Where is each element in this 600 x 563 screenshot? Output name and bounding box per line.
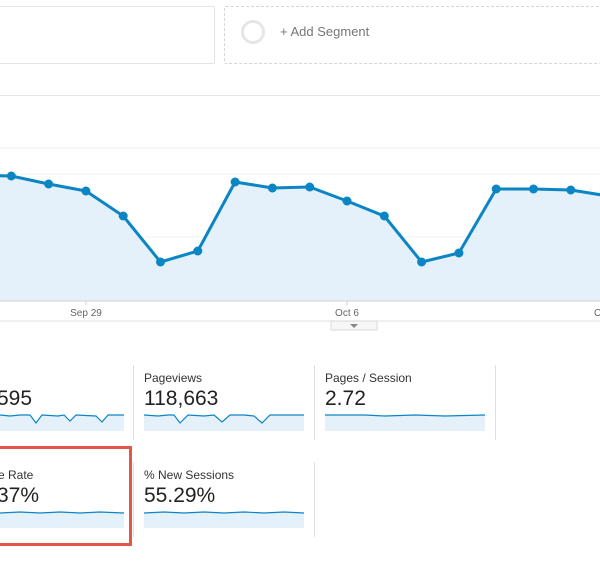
sparkline <box>144 414 304 431</box>
tile-divider <box>314 365 315 440</box>
metric-tile-new-sessions[interactable]: % New Sessions 55.29% <box>134 462 312 536</box>
data-points <box>6 171 576 267</box>
data-point[interactable] <box>81 186 91 196</box>
metric-label: Pageviews <box>144 371 203 385</box>
add-segment-label: + Add Segment <box>280 24 370 39</box>
all-users-segment[interactable] <box>0 6 215 64</box>
data-point[interactable] <box>379 211 389 221</box>
data-point[interactable] <box>342 196 352 206</box>
data-point[interactable] <box>454 248 464 258</box>
metric-label: % New Sessions <box>144 468 235 482</box>
metric-label: Pages / Session <box>325 371 412 385</box>
metric-value: 595 <box>0 387 33 410</box>
metric-value: 2.72 <box>325 387 366 410</box>
sessions-chart: Sep 29 Oct 6 O <box>0 95 600 335</box>
data-point[interactable] <box>529 184 538 194</box>
segment-bar: + Add Segment <box>0 0 600 82</box>
data-point[interactable] <box>417 257 427 267</box>
sparkline <box>144 511 304 528</box>
line-chart: Sep 29 Oct 6 O <box>0 95 600 331</box>
metric-tile-pageviews[interactable]: Pageviews 118,663 <box>134 365 312 439</box>
data-point[interactable] <box>6 171 16 181</box>
metric-value: 55.29% <box>144 484 216 507</box>
tile-divider <box>133 462 134 537</box>
metric-tile-sessions[interactable]: 595 <box>0 365 130 439</box>
data-point[interactable] <box>44 179 54 189</box>
metric-tile-bounce-rate[interactable]: e Rate 37% <box>0 462 130 536</box>
area-fill <box>0 175 600 301</box>
tile-divider <box>314 462 315 537</box>
add-segment-button[interactable]: + Add Segment <box>224 6 600 64</box>
data-point[interactable] <box>230 177 240 187</box>
circle-icon <box>241 20 265 44</box>
metric-value: 118,663 <box>144 387 219 410</box>
x-tick-label: Oct 6 <box>335 308 359 319</box>
data-point[interactable] <box>566 185 576 195</box>
series-line <box>0 174 600 264</box>
data-point[interactable] <box>156 257 165 267</box>
data-point[interactable] <box>118 211 128 221</box>
data-point[interactable] <box>193 246 203 256</box>
x-tick-label: Sep 29 <box>70 308 102 319</box>
x-tick-label: O <box>594 308 600 319</box>
sparkline <box>325 414 485 431</box>
sparkline <box>0 414 124 431</box>
chart-collapse-handle[interactable] <box>330 320 378 331</box>
tile-divider <box>495 365 496 440</box>
tile-divider <box>133 365 134 440</box>
data-point[interactable] <box>491 184 501 194</box>
metric-label: e Rate <box>0 468 34 482</box>
metric-tile-pages-per-session[interactable]: Pages / Session 2.72 <box>315 365 495 439</box>
metric-value: 37% <box>0 484 40 507</box>
sparkline <box>0 511 124 528</box>
caret-down-icon <box>350 324 358 328</box>
data-point[interactable] <box>305 182 315 192</box>
data-point[interactable] <box>267 183 277 193</box>
